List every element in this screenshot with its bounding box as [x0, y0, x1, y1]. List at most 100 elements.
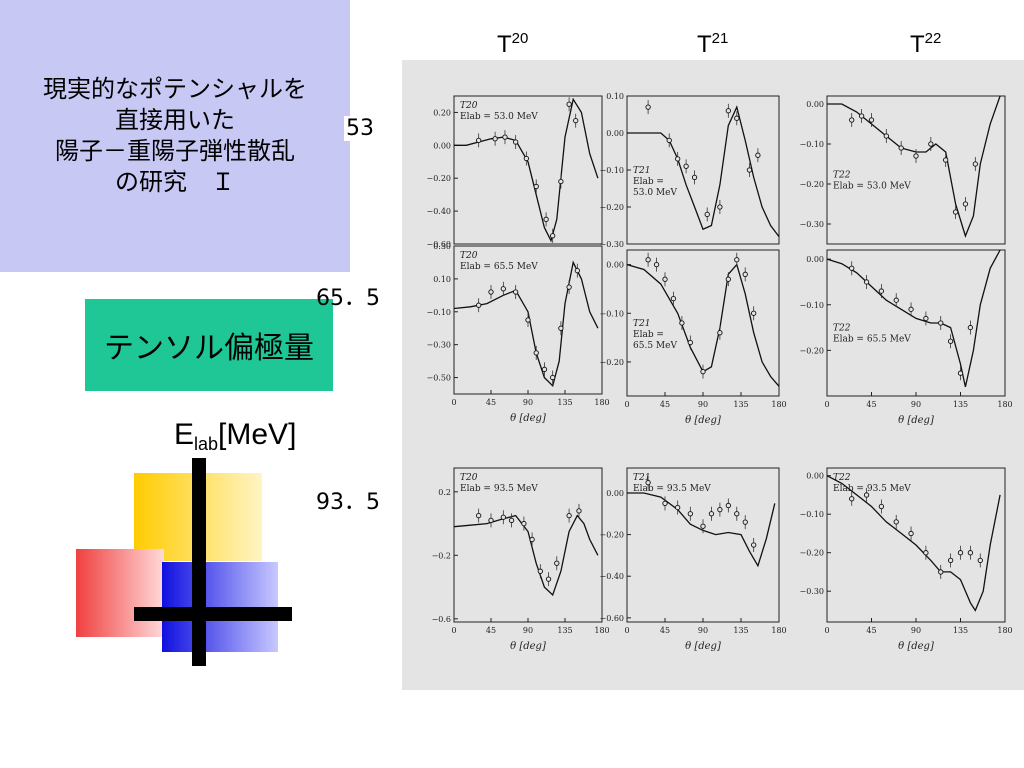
- y-tick-label: −0.60: [599, 614, 624, 623]
- y-tick-label: −0.30: [426, 341, 451, 350]
- x-axis-label: θ [deg]: [898, 641, 934, 652]
- data-point: [751, 310, 757, 316]
- data-point: [967, 324, 974, 331]
- data-point: [513, 139, 519, 145]
- x-tick-label: 135: [557, 626, 572, 635]
- data-point: [947, 557, 954, 564]
- y-tick-label: −0.10: [799, 510, 824, 519]
- data-point: [849, 117, 855, 123]
- plot-frame: [453, 95, 603, 245]
- y-tick-label: −0.10: [426, 308, 451, 317]
- x-tick-label: 45: [866, 626, 876, 635]
- x-tick-label: 45: [486, 398, 496, 407]
- data-point: [573, 118, 579, 124]
- data-point: [523, 155, 530, 162]
- data-point: [957, 550, 964, 556]
- data-point: [742, 271, 748, 277]
- data-point: [883, 133, 889, 139]
- plot-frame: [826, 249, 1006, 397]
- elab-sub: lab: [194, 434, 219, 454]
- data-point: [500, 514, 506, 520]
- data-point: [488, 289, 494, 295]
- data-point: [849, 265, 855, 271]
- y-tick-label: 0.00: [606, 129, 624, 138]
- plot-tag: T22: [833, 473, 851, 483]
- x-tick-label: 90: [698, 626, 708, 635]
- data-point: [545, 576, 552, 582]
- data-point: [550, 233, 556, 239]
- x-tick-label: 0: [824, 626, 829, 635]
- x-tick-label: 135: [733, 626, 748, 635]
- data-point: [878, 288, 885, 294]
- data-point: [868, 117, 875, 123]
- x-tick-label: 0: [451, 398, 456, 407]
- data-point: [662, 500, 668, 507]
- column-head-base: T: [910, 31, 925, 58]
- plot-tag: T22: [833, 170, 851, 180]
- plot-energy-label: Elab = 93.5 MeV: [833, 484, 911, 494]
- data-point: [566, 512, 572, 519]
- x-tick-label: 45: [866, 400, 876, 409]
- plot-energy-label: Elab =: [633, 330, 664, 340]
- data-point: [700, 523, 706, 529]
- x-tick-label: 45: [660, 626, 670, 635]
- data-point: [502, 134, 508, 140]
- plot-energy-label: Elab = 65.5 MeV: [460, 262, 538, 272]
- data-point: [645, 257, 651, 263]
- y-tick-label: −0.20: [599, 358, 624, 367]
- x-tick-label: 90: [911, 400, 921, 409]
- x-tick-label: 180: [771, 626, 786, 635]
- plot-frame: [826, 95, 1006, 245]
- title-line-1: 現実的なポテンシャルを: [43, 75, 307, 103]
- data-point: [574, 268, 580, 274]
- data-point: [908, 530, 914, 537]
- x-axis-label: θ [deg]: [685, 415, 721, 426]
- data-point: [645, 104, 651, 110]
- x-tick-label: 90: [523, 626, 533, 635]
- theory-curve: [627, 492, 776, 568]
- y-tick-label: 0.00: [606, 489, 624, 498]
- y-tick-label: −0.30: [799, 587, 824, 596]
- data-point: [521, 520, 527, 527]
- data-point: [863, 492, 870, 498]
- decor-vertical-bar: [192, 458, 206, 666]
- data-point: [666, 137, 672, 144]
- data-point: [725, 276, 731, 282]
- y-tick-label: −0.2: [432, 551, 451, 560]
- data-point: [558, 178, 564, 185]
- data-point: [908, 306, 914, 312]
- data-point: [734, 511, 740, 517]
- title-line-2: 直接用いた: [115, 106, 235, 134]
- plots-panel: 0.20 0.00 −0.20 −0.40 −0.60 T20 Elab = 53.0 Me…: [402, 60, 1024, 690]
- y-tick-label: 0.20: [433, 108, 451, 117]
- column-head-sup: 20: [511, 30, 529, 47]
- data-point: [500, 286, 506, 292]
- y-tick-label: −0.20: [599, 531, 624, 540]
- y-tick-label: −0.20: [599, 203, 624, 212]
- y-tick-label: −0.10: [799, 301, 824, 310]
- data-point: [691, 174, 698, 181]
- y-tick-label: 0.00: [806, 472, 824, 481]
- data-point: [687, 511, 693, 517]
- data-point: [863, 279, 870, 285]
- y-tick-label: 0.00: [433, 141, 451, 150]
- data-point: [755, 152, 761, 158]
- plot-energy-label: Elab = 93.5 MeV: [460, 484, 538, 494]
- data-point: [508, 517, 515, 524]
- plot-tag: T21: [633, 166, 650, 176]
- data-point: [938, 320, 944, 326]
- x-tick-label: 135: [953, 400, 968, 409]
- x-tick-label: 0: [624, 400, 629, 409]
- energy-label-93-5: 93．5: [316, 490, 380, 515]
- data-point: [476, 512, 482, 519]
- data-point: [533, 183, 539, 190]
- theory-curve: [826, 475, 1001, 612]
- data-point: [962, 201, 969, 207]
- data-point: [893, 519, 899, 525]
- data-point: [717, 330, 723, 336]
- y-tick-label: 0.00: [606, 261, 624, 270]
- x-tick-label: 180: [771, 400, 786, 409]
- data-point: [898, 145, 904, 151]
- plot-energy-label: Elab = 53.0 MeV: [833, 181, 911, 191]
- y-tick-label: −0.40: [599, 572, 624, 581]
